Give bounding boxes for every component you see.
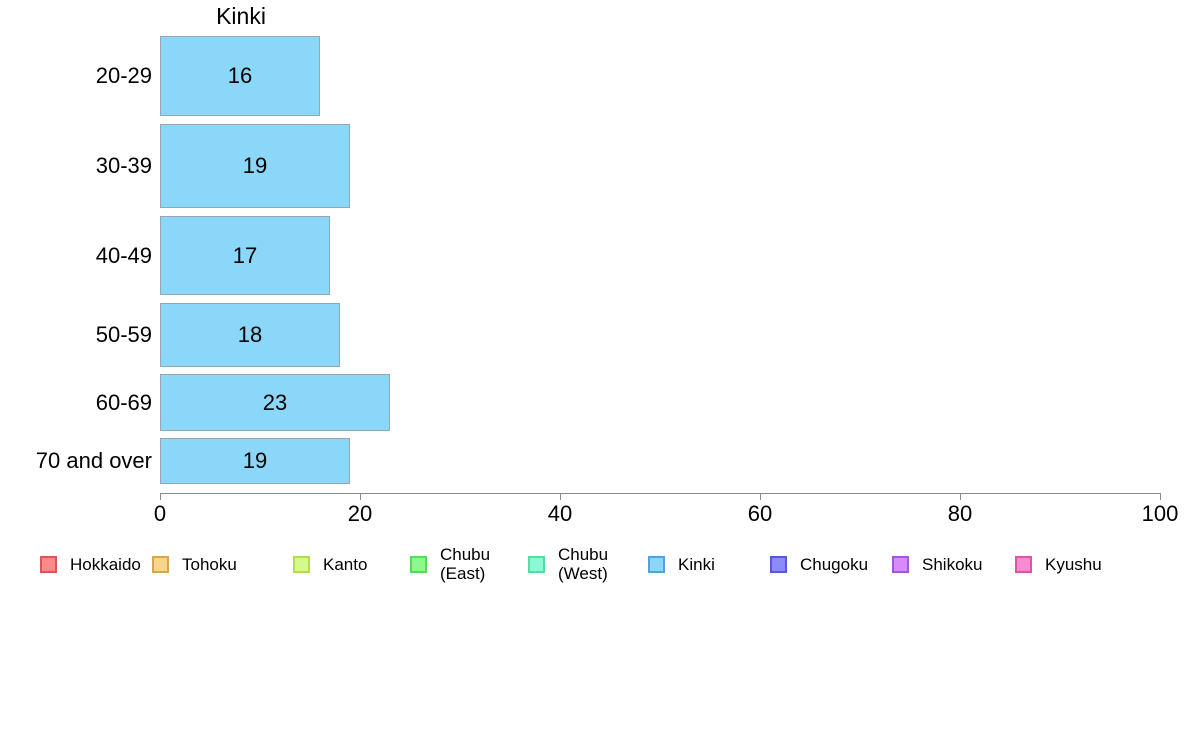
bar-20-29: 16 [160, 36, 320, 116]
y-category-label: 70 and over [35, 448, 152, 473]
y-category-label: 20-29 [95, 63, 152, 88]
x-axis-line [160, 493, 1161, 494]
y-category-label: 50-59 [95, 322, 152, 347]
legend-item-hokkaido: Hokkaido [40, 540, 141, 588]
legend-swatch-icon [293, 555, 310, 573]
x-tick-mark [1160, 493, 1161, 500]
legend-swatch-icon [152, 555, 169, 573]
legend-label: Hokkaido [70, 554, 141, 574]
x-tick-mark [960, 493, 961, 500]
x-tick-mark [560, 493, 561, 500]
bar-value-label: 19 [242, 448, 268, 473]
legend-item-kyushu: Kyushu [1015, 540, 1102, 588]
legend-label: Chubu (East) [440, 545, 491, 583]
legend-item-chubu-(east): Chubu (East) [410, 540, 490, 588]
bar-value-label: 23 [262, 389, 288, 415]
x-tick-mark [360, 493, 361, 500]
legend-item-chugoku: Chugoku [770, 540, 868, 588]
legend-swatch-icon [410, 555, 427, 573]
bar-60-69: 23 [160, 374, 390, 431]
legend-item-shikoku: Shikoku [892, 540, 982, 588]
y-category-label: 60-69 [95, 389, 152, 415]
x-tick-label: 60 [747, 501, 773, 526]
x-tick-label: 100 [1141, 501, 1179, 526]
legend-label: Kinki [678, 554, 715, 574]
bar-value-label: 16 [227, 63, 253, 88]
legend: Hokkaido Tohoku Kanto Chubu (East) Chubu (We… [0, 540, 1188, 588]
x-tick-label: 0 [153, 501, 167, 526]
chart-title: Kinki [216, 3, 266, 29]
legend-swatch-icon [892, 555, 909, 573]
legend-label: Chugoku [800, 554, 869, 574]
x-tick-label: 80 [947, 501, 973, 526]
x-tick-mark [760, 493, 761, 500]
legend-swatch-icon [1015, 555, 1032, 573]
bar-50-59: 18 [160, 303, 340, 367]
bar-value-label: 18 [237, 322, 263, 347]
bar-value-label: 17 [232, 242, 258, 268]
legend-item-chubu-(west): Chubu (West) [528, 540, 608, 588]
bar-value-label: 19 [242, 153, 268, 178]
legend-item-kinki: Kinki [648, 540, 715, 588]
legend-swatch-icon [648, 555, 665, 573]
legend-item-tohoku: Tohoku [152, 540, 237, 588]
y-category-label: 30-39 [95, 153, 152, 178]
x-tick-label: 20 [347, 501, 373, 526]
legend-swatch-icon [770, 555, 787, 573]
bar-40-49: 17 [160, 216, 330, 295]
legend-label: Tohoku [182, 554, 237, 574]
legend-swatch-icon [40, 555, 57, 573]
y-category-label: 40-49 [95, 242, 152, 268]
x-tick-mark [160, 493, 161, 500]
bar-70 and over: 19 [160, 438, 350, 484]
legend-label: Shikoku [922, 554, 983, 574]
x-tick-label: 40 [547, 501, 573, 526]
legend-item-kanto: Kanto [293, 540, 367, 588]
legend-label: Kanto [323, 554, 368, 574]
legend-swatch-icon [528, 555, 545, 573]
legend-label: Kyushu [1045, 554, 1102, 574]
bar-30-39: 19 [160, 124, 350, 208]
legend-label: Chubu (West) [558, 545, 609, 583]
